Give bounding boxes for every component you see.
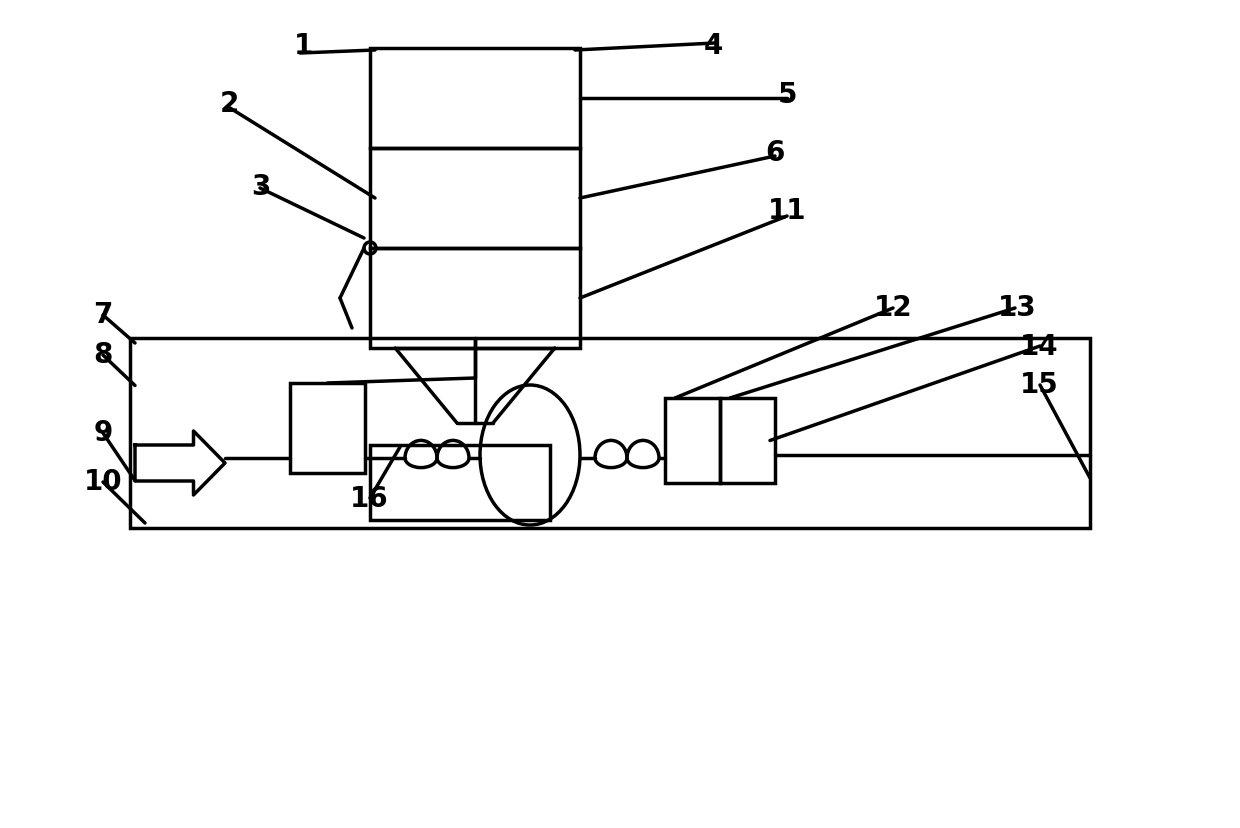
Bar: [370, 49, 580, 149]
Text: 3: 3: [250, 172, 270, 200]
Text: 14: 14: [1019, 332, 1059, 360]
Text: 8: 8: [93, 340, 113, 368]
Text: 7: 7: [93, 301, 113, 329]
Text: 16: 16: [350, 484, 389, 513]
Text: 9: 9: [93, 418, 113, 446]
Text: 2: 2: [219, 89, 239, 118]
Bar: [665, 398, 720, 484]
Text: 4: 4: [703, 31, 723, 60]
Bar: [370, 248, 580, 349]
Text: 1: 1: [294, 31, 314, 60]
Text: 5: 5: [777, 81, 797, 109]
Bar: [720, 398, 775, 484]
Bar: [370, 149, 580, 248]
Text: 11: 11: [768, 197, 807, 225]
Text: 6: 6: [765, 139, 785, 167]
Bar: [290, 383, 365, 474]
Text: 13: 13: [997, 294, 1037, 322]
Text: 15: 15: [1019, 371, 1059, 399]
Text: 10: 10: [83, 468, 123, 496]
Bar: [370, 445, 551, 520]
Text: 12: 12: [873, 294, 913, 322]
Bar: [130, 339, 1090, 528]
